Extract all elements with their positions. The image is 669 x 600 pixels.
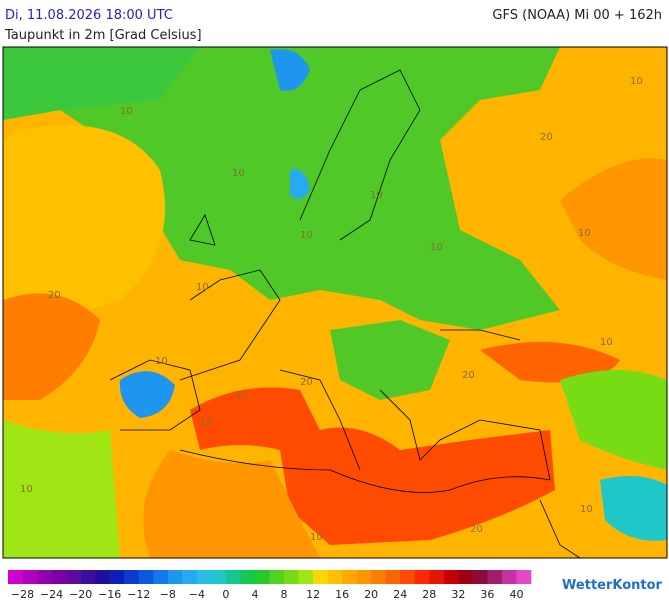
contour-label: 10 [200,417,213,428]
colorbar-swatch [298,570,314,584]
colorbar-label: 12 [306,588,320,600]
colorbar-swatch [80,570,96,584]
colorbar-swatch [240,570,256,584]
colorbar-swatch [225,570,241,584]
colorbar-label: 40 [509,588,523,600]
map-frame [2,46,668,559]
colorbar-swatch [153,570,169,584]
colorbar-label: −28 [11,588,34,600]
contour-label: 10 [600,337,613,348]
colorbar-swatch [211,570,227,584]
green-zone [3,47,560,330]
green-zone [560,370,667,470]
contour-label: 10 [580,504,593,515]
colorbar-swatch [414,570,430,584]
contour-label: 20 [470,524,483,535]
colorbar-swatch [109,570,125,584]
contour-label: 20 [540,132,553,143]
colorbar-swatch [51,570,67,584]
contour-labels: 10 10 10 10 10 10 10 10 10 10 20 20 20 20 10 10 10 20 10 10 [20,76,643,543]
colorbar-label: 0 [222,588,229,600]
colorbar-label: 20 [364,588,378,600]
colorbar-swatch [472,570,488,584]
contour-label: 10 [300,230,313,241]
colorbar-label: 32 [451,588,465,600]
colorbar-swatch [22,570,38,584]
yellow-zone [3,125,165,330]
colorbar-swatch [269,570,285,584]
colorbar-swatch [356,570,372,584]
colorbar-swatch [284,570,299,584]
colorbar-label: −12 [127,588,150,600]
contour-label: 10 [120,106,133,117]
contour-label: 10 [430,242,443,253]
colorbar-swatch [516,570,532,584]
contour-label: 10 [232,168,245,179]
blue-zone [119,371,175,418]
parameter: Taupunkt in 2m [Grad Celsius] [4,28,202,43]
colorbar-label: 24 [393,588,407,600]
blue-zone [290,169,310,199]
contour-label: 10 [235,390,248,401]
colorbar-swatch [327,570,343,584]
colorbar-swatch [443,570,459,584]
contour-label: 10 [155,356,168,367]
map [2,46,668,559]
colorbar-swatch [429,570,445,584]
contour-label: 20 [48,290,61,301]
contour-label: 10 [630,76,643,87]
colorbar-swatch [167,570,183,584]
green-zone [330,320,450,400]
blue-zone [600,476,667,541]
colorbar-label: 4 [251,588,258,600]
contour-label: 10 [310,532,323,543]
colorbar-swatch [254,570,270,584]
colorbar-swatch [501,570,517,584]
colorbar: −28 −24 −20 −16 −12 −8 −4 0 4 8 12 16 20 24 28 32 36 40 [8,570,532,600]
colorbar-label: 16 [335,588,349,600]
colorbar-swatch [400,570,416,584]
colorbar-label: −16 [98,588,121,600]
model-run: GFS (NOAA) Mi 00 + 162h [492,8,662,23]
red-zone [190,387,555,545]
green-zone [3,420,120,558]
colorbar-label: −4 [189,588,205,600]
contour-label: 20 [462,370,475,381]
orange-zone [3,293,100,400]
logo: WetterKontor [562,578,663,593]
colorbar-label: −20 [69,588,92,600]
orange-zone [480,342,620,383]
contour-label: 20 [300,377,313,388]
colorbar-swatch [124,570,140,584]
coastlines [109,69,581,558]
colorbar-swatch [138,570,154,584]
colorbar-swatch [182,570,198,584]
orange-zone [560,158,667,280]
contour-label: 10 [370,190,383,201]
colorbar-swatch [313,570,328,584]
colorbar-label: −8 [160,588,176,600]
colorbar-label: 28 [422,588,436,600]
green-zone [3,47,200,120]
colorbar-swatch [385,570,401,584]
colorbar-label: 8 [281,588,288,600]
colorbar-swatch [342,570,357,584]
colorbar-swatch [371,570,387,584]
contour-label: 10 [196,282,209,293]
colorbar-label: −24 [40,588,63,600]
orange-zone [143,450,320,558]
colorbar-swatch [487,570,503,584]
colorbar-swatch [95,570,110,584]
colorbar-swatch [196,570,212,584]
colorbar-swatch [37,570,52,584]
colorbar-swatch [458,570,474,584]
datetime: Di, 11.08.2026 18:00 UTC [5,8,173,23]
contour-label: 10 [578,228,591,239]
colorbar-swatch [66,570,81,584]
colorbar-label: 36 [480,588,494,600]
blue-zone [270,49,310,91]
contour-label: 10 [20,484,33,495]
colorbar-swatch [8,570,23,584]
